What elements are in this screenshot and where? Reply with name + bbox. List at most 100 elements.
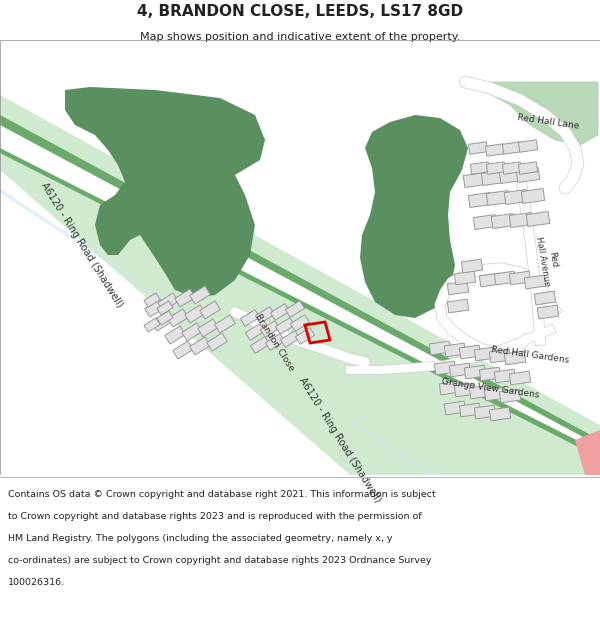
Polygon shape [157,301,173,315]
Polygon shape [490,349,511,363]
Polygon shape [65,87,265,298]
Polygon shape [286,301,305,318]
Polygon shape [499,389,521,403]
Polygon shape [158,293,178,311]
Polygon shape [524,275,545,289]
Polygon shape [144,318,160,332]
Polygon shape [526,211,550,226]
Polygon shape [535,291,556,305]
Polygon shape [0,188,435,475]
Polygon shape [157,311,173,325]
Polygon shape [473,214,497,229]
Polygon shape [430,341,451,355]
Polygon shape [509,213,533,228]
Polygon shape [485,144,505,156]
Polygon shape [256,307,275,323]
Text: 100026316.: 100026316. [8,578,65,587]
Polygon shape [454,383,476,397]
Polygon shape [486,191,510,206]
Polygon shape [538,305,559,319]
Polygon shape [475,405,496,419]
Text: Contains OS data © Crown copyright and database right 2021. This information is : Contains OS data © Crown copyright and d… [8,490,436,499]
Polygon shape [0,115,600,458]
Polygon shape [173,341,193,359]
Polygon shape [521,189,545,204]
Polygon shape [502,142,521,154]
Polygon shape [499,169,523,184]
Polygon shape [509,371,530,385]
Text: A6120 - Ring Road (Shadwell): A6120 - Ring Road (Shadwell) [297,376,383,504]
Polygon shape [215,315,235,333]
Text: Red
Hall Avenue: Red Hall Avenue [534,234,562,286]
Polygon shape [198,319,218,337]
Polygon shape [165,326,185,344]
Polygon shape [434,361,455,375]
Text: Grange View Gardens: Grange View Gardens [440,377,539,399]
Polygon shape [468,192,492,208]
Polygon shape [475,347,496,361]
Polygon shape [469,142,488,154]
Polygon shape [241,309,260,326]
Polygon shape [290,314,310,331]
Polygon shape [460,403,481,417]
Polygon shape [484,387,506,401]
Polygon shape [502,162,521,174]
Polygon shape [271,304,290,321]
Text: HM Land Registry. The polygons (including the associated geometry, namely x, y: HM Land Registry. The polygons (includin… [8,534,392,543]
Text: A6120 - Ring Road (Shadwell): A6120 - Ring Road (Shadwell) [39,181,125,309]
Polygon shape [175,289,195,307]
Polygon shape [464,365,485,379]
Text: Map shows position and indicative extent of the property.: Map shows position and indicative extent… [140,32,460,42]
Polygon shape [470,162,490,174]
Polygon shape [445,401,466,415]
Polygon shape [449,363,470,377]
Polygon shape [575,430,600,475]
Polygon shape [245,324,265,341]
Polygon shape [463,173,487,188]
Polygon shape [145,299,165,317]
Text: co-ordinates) are subject to Crown copyright and database rights 2023 Ordnance S: co-ordinates) are subject to Crown copyr… [8,556,431,565]
Text: Brandon Close: Brandon Close [254,312,296,373]
Polygon shape [481,171,505,186]
Text: Red Hall Lane: Red Hall Lane [517,113,580,131]
Polygon shape [280,331,299,348]
Polygon shape [200,301,220,319]
Polygon shape [260,321,280,338]
Polygon shape [461,259,482,273]
Polygon shape [491,214,515,229]
Text: Red Hall Gardens: Red Hall Gardens [491,345,569,365]
Polygon shape [469,385,491,399]
Polygon shape [360,115,468,318]
Polygon shape [0,95,600,475]
Polygon shape [144,293,160,307]
Polygon shape [265,334,284,351]
Polygon shape [190,286,210,304]
Polygon shape [185,305,205,323]
Polygon shape [518,140,538,152]
Polygon shape [448,299,469,313]
Polygon shape [487,162,506,174]
Polygon shape [494,369,515,383]
Polygon shape [168,309,188,327]
Polygon shape [454,271,476,285]
Polygon shape [448,281,469,295]
Polygon shape [488,82,598,145]
Polygon shape [460,345,481,359]
Polygon shape [445,343,466,357]
Polygon shape [504,189,528,204]
Polygon shape [250,337,269,353]
Polygon shape [494,271,515,285]
Polygon shape [518,162,538,174]
Polygon shape [275,318,295,334]
Polygon shape [152,313,172,331]
Polygon shape [505,351,526,365]
Polygon shape [0,125,600,452]
Polygon shape [182,323,202,341]
Polygon shape [439,381,461,395]
Polygon shape [509,271,530,285]
Polygon shape [479,367,500,381]
Polygon shape [479,273,500,287]
Text: to Crown copyright and database rights 2023 and is reproduced with the permissio: to Crown copyright and database rights 2… [8,512,422,521]
Polygon shape [295,328,314,344]
Polygon shape [207,333,227,351]
